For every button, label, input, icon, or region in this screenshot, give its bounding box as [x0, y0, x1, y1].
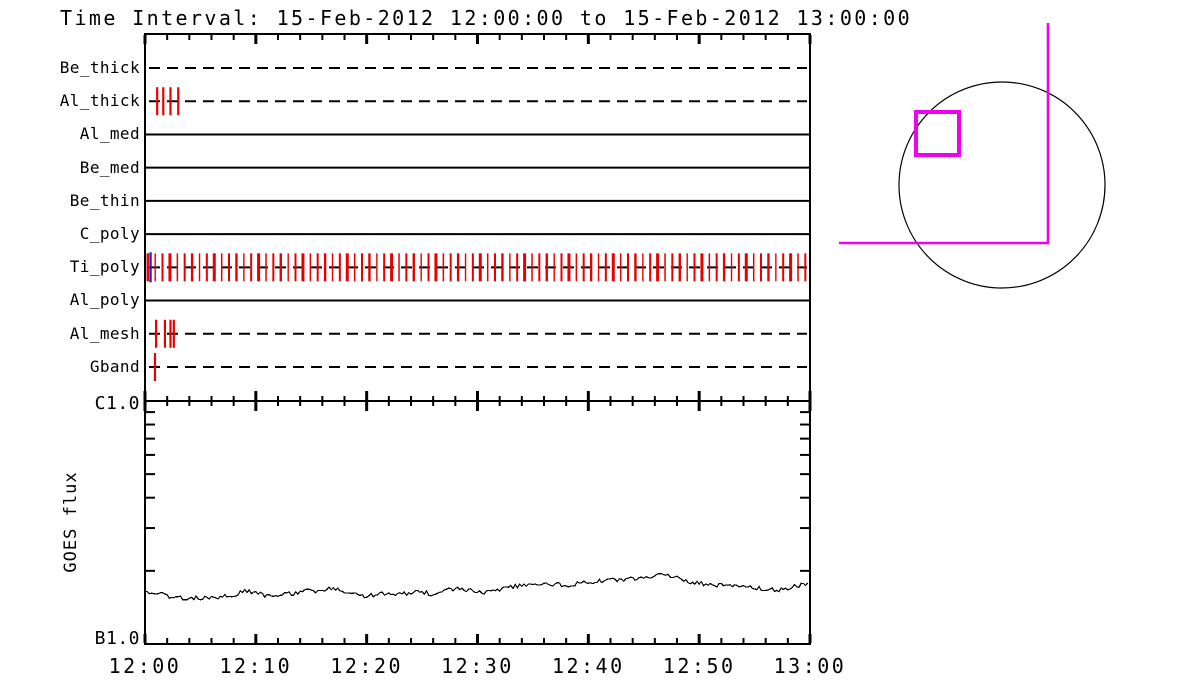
row-label-al-thick: Al_thick	[60, 91, 140, 110]
goes-axis-title: GOES flux	[61, 471, 81, 572]
row-label-be-thin: Be_thin	[70, 191, 140, 210]
observation-ticks	[146, 87, 807, 381]
row-labels: Be_thick Al_thick Al_med Be_med Be_thin …	[60, 58, 140, 376]
row-label-be-med: Be_med	[80, 158, 140, 177]
fov-box	[914, 110, 961, 157]
row-label-al-med: Al_med	[80, 124, 140, 143]
row-label-ti-poly: Ti_poly	[70, 257, 140, 276]
timeline-frame	[144, 33, 811, 402]
row-lines	[145, 67, 810, 368]
xlabel-1230: 12:30	[441, 654, 514, 678]
timeline-axis-ticks	[143, 35, 812, 411]
goes-panel: C1.0 B1.0 GOES flux 12:00 12:10 12:20 12…	[61, 393, 847, 678]
xlabel-1250: 12:50	[663, 654, 736, 678]
xlabel-1200: 12:00	[109, 654, 182, 678]
solar-limb-circle	[898, 81, 1106, 289]
xlabel-1240: 12:40	[552, 654, 625, 678]
goes-axis-ticks	[143, 411, 812, 643]
ytick-top: C1.0	[95, 393, 140, 414]
goes-frame	[144, 400, 811, 645]
solar-context-graphic	[839, 23, 1106, 289]
page-title: Time Interval: 15-Feb-2012 12:00:00 to 1…	[60, 6, 912, 30]
xlabel-1300: 13:00	[774, 654, 847, 678]
ytick-bottom: B1.0	[95, 628, 140, 649]
row-label-al-poly: Al_poly	[70, 290, 140, 309]
row-label-be-thick: Be_thick	[60, 58, 140, 77]
goes-flux-curve	[144, 572, 809, 601]
x-axis-labels: 12:00 12:10 12:20 12:30 12:40 12:50 13:0…	[109, 654, 847, 678]
timeline-panel: Be_thick Al_thick Al_med Be_med Be_thin …	[60, 33, 812, 411]
xlabel-1220: 12:20	[330, 654, 403, 678]
row-label-al-mesh: Al_mesh	[70, 324, 140, 343]
xlabel-1210: 12:10	[219, 654, 292, 678]
row-label-gband: Gband	[90, 357, 140, 376]
row-label-c-poly: C_poly	[80, 224, 140, 243]
